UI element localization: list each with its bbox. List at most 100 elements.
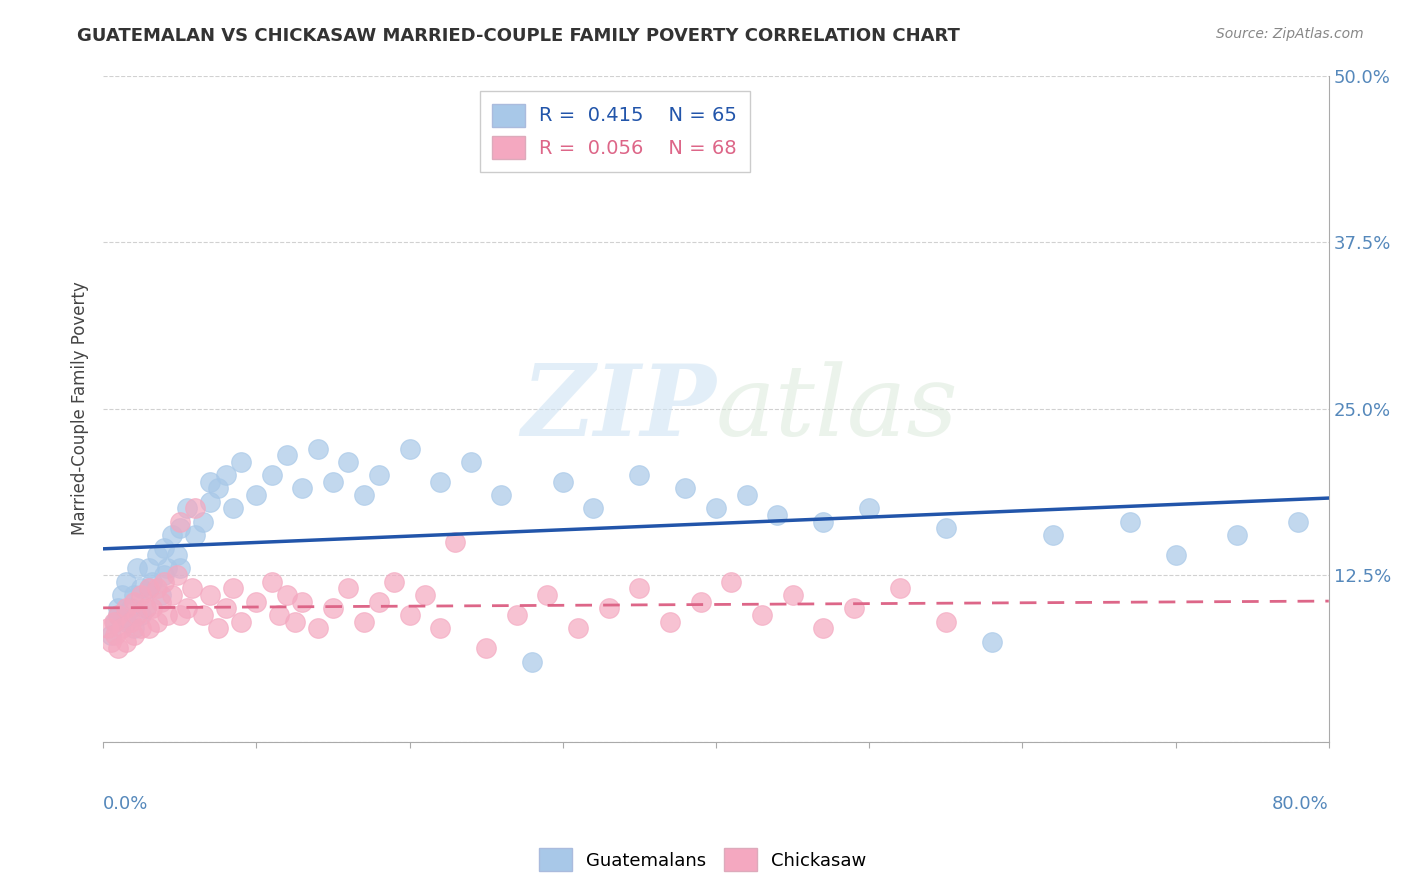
Point [491,488,513,502]
Text: 80.0%: 80.0% [1272,795,1329,813]
Point [125,561,148,575]
Point [138,582,160,596]
Point [704,501,727,516]
Point [156,561,179,575]
Point [551,475,574,489]
Point [138,561,160,575]
Point [110,588,132,602]
Point [269,608,291,623]
Point [166,548,188,562]
Point [145,582,167,596]
Text: GUATEMALAN VS CHICKASAW MARRIED-COUPLE FAMILY POVERTY CORRELATION CHART: GUATEMALAN VS CHICKASAW MARRIED-COUPLE F… [77,27,960,45]
Point [184,528,207,542]
Point [131,582,153,596]
Point [398,442,420,456]
Point [398,608,420,623]
Point [245,595,267,609]
Point [150,588,173,602]
Point [429,621,451,635]
Point [1118,515,1140,529]
Point [337,455,360,469]
Text: ZIP: ZIP [522,360,716,457]
Point [115,574,138,589]
Point [980,634,1002,648]
Point [413,588,436,602]
Point [122,621,145,635]
Point [200,495,222,509]
Point [222,582,245,596]
Point [156,608,179,623]
Point [322,475,344,489]
Point [107,608,129,623]
Point [104,628,127,642]
Point [229,615,252,629]
Point [150,595,173,609]
Point [245,488,267,502]
Point [176,601,198,615]
Point [120,615,142,629]
Point [520,655,543,669]
Point [1042,528,1064,542]
Point [842,601,865,615]
Point [110,621,132,635]
Point [367,468,389,483]
Point [628,468,651,483]
Point [169,515,191,529]
Point [735,488,758,502]
Point [131,621,153,635]
Point [782,588,804,602]
Point [322,601,344,615]
Point [536,588,558,602]
Legend: R =  0.415    N = 65, R =  0.056    N = 68: R = 0.415 N = 65, R = 0.056 N = 68 [479,91,749,172]
Point [353,615,375,629]
Point [107,608,129,623]
Legend: Guatemalans, Chickasaw: Guatemalans, Chickasaw [531,841,875,879]
Point [184,501,207,516]
Point [720,574,742,589]
Point [751,608,773,623]
Point [276,448,298,462]
Point [169,521,191,535]
Point [444,534,467,549]
Point [506,608,529,623]
Point [153,568,176,582]
Point [166,568,188,582]
Point [260,468,283,483]
Point [141,574,163,589]
Point [191,515,214,529]
Point [169,561,191,575]
Point [104,615,127,629]
Point [107,641,129,656]
Point [659,615,682,629]
Point [115,601,138,615]
Point [766,508,789,523]
Point [429,475,451,489]
Point [145,615,167,629]
Point [100,628,122,642]
Point [135,601,157,615]
Point [131,588,153,602]
Point [97,621,120,635]
Point [260,574,283,589]
Point [153,574,176,589]
Point [207,621,229,635]
Point [689,595,711,609]
Text: Source: ZipAtlas.com: Source: ZipAtlas.com [1216,27,1364,41]
Point [582,501,605,516]
Point [131,608,153,623]
Point [460,455,482,469]
Point [291,482,314,496]
Point [1226,528,1249,542]
Point [122,628,145,642]
Point [103,615,125,629]
Y-axis label: Married-Couple Family Poverty: Married-Couple Family Poverty [72,282,89,535]
Point [107,601,129,615]
Point [138,621,160,635]
Point [337,582,360,596]
Point [181,582,204,596]
Point [367,595,389,609]
Point [169,608,191,623]
Point [122,595,145,609]
Point [215,468,238,483]
Point [100,634,122,648]
